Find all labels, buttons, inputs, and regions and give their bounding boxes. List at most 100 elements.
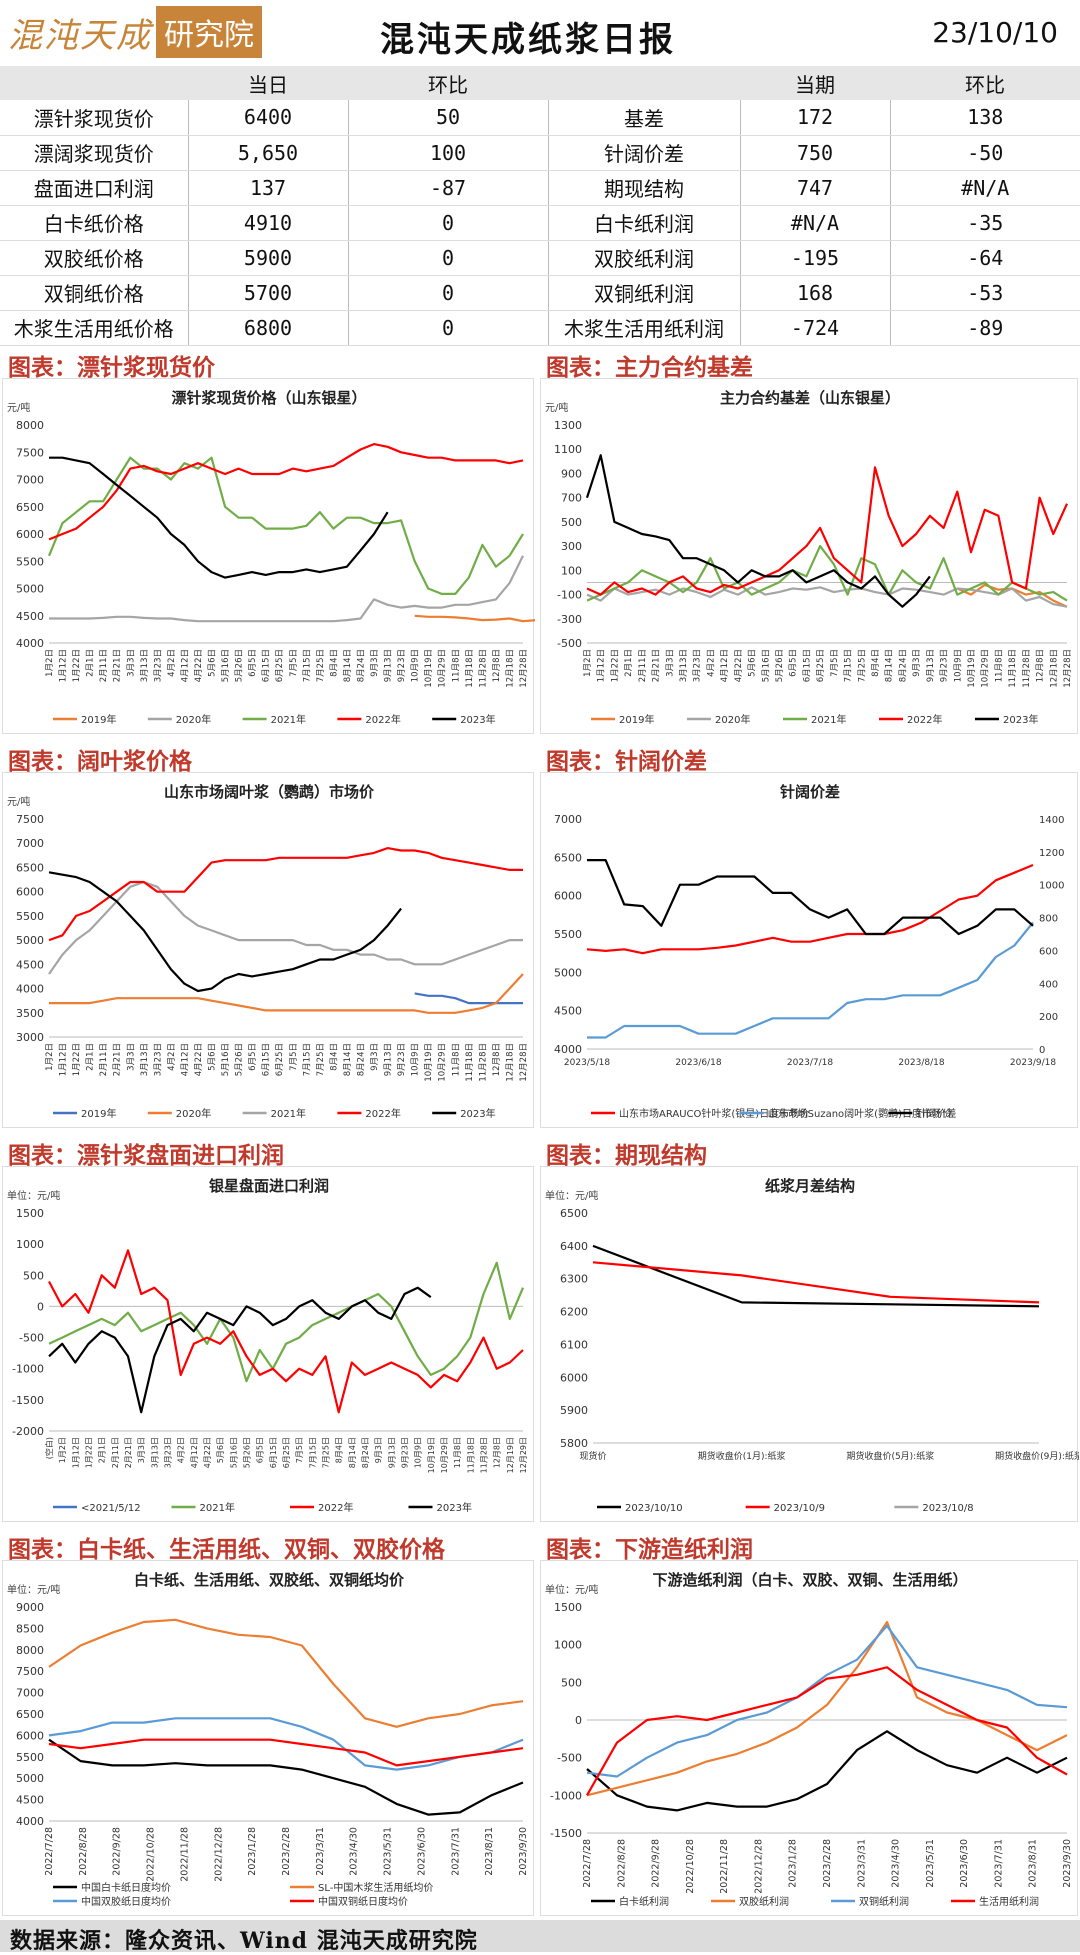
x-tick-label: 5月6日 <box>216 1437 225 1463</box>
legend-label: 2020年 <box>176 713 211 726</box>
chart-panel-4: 针阔价差 4000 4500 5000 5500 6000 6500 7000 0 200 400 6… <box>540 772 1078 1128</box>
table-cell: 白卡纸价格 <box>0 205 189 241</box>
x-tick-label: 2022/11/28 <box>179 1827 190 1882</box>
series-line-中国双铜纸日度均价 <box>48 1738 524 1767</box>
x-tick-label: 2月11日 <box>99 1043 109 1076</box>
x-tick-label: 2022/10/28 <box>685 1839 696 1894</box>
x-tick-label: 2023/5/31 <box>383 1827 394 1876</box>
x-tick-label: 9月23日 <box>401 1437 410 1468</box>
x-tick-label: 11月28日 <box>480 1437 489 1473</box>
x-tick-label: 1月22日 <box>85 1437 94 1468</box>
x-tick-label: 期货收盘价(5月):纸浆 <box>846 1450 934 1462</box>
legend-label: 2022年 <box>318 1501 353 1514</box>
legend-label: 2023年 <box>460 713 495 726</box>
y-tick-label: 7000 <box>16 1687 44 1700</box>
x-tick-label: 2023/9/30 <box>518 1827 529 1876</box>
table-cell: 4910 <box>188 205 349 241</box>
x-tick-label: 4月12日 <box>180 649 190 682</box>
legend-label: 2021年 <box>271 1107 306 1120</box>
y-axis-label: 单位：元/吨 <box>545 1583 598 1596</box>
table-cell: -724 <box>740 310 891 346</box>
x-tick-label: 7月15日 <box>302 1043 312 1076</box>
y2-tick-label: 600 <box>1039 946 1058 957</box>
y-axis-label: 单位：元/吨 <box>7 1189 60 1202</box>
y-tick-label: 4500 <box>554 1005 582 1018</box>
x-tick-label: 8月24日 <box>361 1437 370 1468</box>
table-header-cell: 环比 <box>348 66 548 100</box>
x-tick-label: 现货价 <box>579 1450 606 1462</box>
x-tick-label: 2022/9/28 <box>112 1827 123 1876</box>
x-tick-label: 2023/7/31 <box>993 1839 1004 1888</box>
x-tick-label: 8月14日 <box>348 1437 357 1468</box>
legend-label: 白卡纸利润 <box>619 1895 669 1908</box>
x-tick-label: 2023/4/30 <box>891 1839 902 1888</box>
y-tick-label: 1500 <box>16 1207 44 1220</box>
x-tick-label: 1月2日 <box>45 649 55 677</box>
table-cell: 双铜纸利润 <box>548 275 741 311</box>
x-tick-label: 1月12日 <box>59 649 69 682</box>
series-line-2021年 <box>48 1261 525 1383</box>
table-cell: -64 <box>890 240 1080 276</box>
y-tick-label: 7500 <box>16 813 44 826</box>
x-tick-label: 7月5日 <box>295 1437 304 1463</box>
legend-label: <2021/5/12 <box>81 1503 141 1514</box>
header: 混沌天成 研究院 混沌天成纸浆日报 23/10/10 <box>0 0 1080 66</box>
x-tick-label: 5月6日 <box>748 649 758 677</box>
y-tick-label: 6200 <box>560 1306 588 1319</box>
y-tick-label: -1500 <box>12 1394 44 1407</box>
y-tick-label: 4000 <box>16 983 44 996</box>
table-row: 双胶纸价格 5900 0 双胶纸利润 -195 -64 <box>0 240 1080 276</box>
table-cell: -35 <box>890 205 1080 241</box>
x-tick-label: 4月22日 <box>203 1437 212 1468</box>
legend-label: 2022年 <box>365 1107 400 1120</box>
x-tick-label: 8月4日 <box>329 1043 339 1071</box>
y-tick-label: 5000 <box>16 583 44 596</box>
table-cell: 747 <box>740 170 891 206</box>
x-tick-label: 2023/5/31 <box>925 1839 936 1888</box>
table-row: 双铜纸价格 5700 0 双铜纸利润 168 -53 <box>0 275 1080 311</box>
x-tick-label: 3月23日 <box>164 1437 173 1468</box>
table-cell: -87 <box>348 170 549 206</box>
chart-title: 主力合约基差（山东银星） <box>720 389 900 407</box>
y-tick-label: 3500 <box>16 1007 44 1020</box>
x-tick-label: 6月15日 <box>269 1437 278 1468</box>
legend-label: 2023年 <box>460 1107 495 1120</box>
y-tick-label: 6000 <box>16 528 44 541</box>
x-tick-label: 7月15日 <box>308 1437 317 1468</box>
x-tick-label: 期货收盘价(9月):纸浆 <box>995 1450 1079 1462</box>
x-tick-label: 12月19日 <box>506 1437 515 1473</box>
x-tick-label: 7月15日 <box>302 649 312 682</box>
key-indicators-table: 当日 环比 当期 环比 漂针浆现货价 6400 50 基差 172 138 漂阔浆现货价 5,650… <box>0 66 1080 346</box>
chart-basis: 主力合约基差（山东银星） 元/吨 -500 -300 -100 100 300 500 700 9… <box>545 389 1073 726</box>
y-tick-label: 6000 <box>560 1371 588 1384</box>
series-line-2022年 <box>48 1249 524 1414</box>
x-tick-label: 2月1日 <box>86 649 96 677</box>
legend-label: 生活用纸利润 <box>979 1895 1039 1908</box>
section-title-3: 图表：阔叶浆价格 <box>8 748 192 775</box>
series-line-2023年 <box>48 1286 432 1414</box>
chart-panel-5: 银星盘面进口利润 单位：元/吨 -2000 -1500 -1000 -500 0 500 100… <box>2 1166 534 1522</box>
x-tick-label: 6月15日 <box>802 649 812 682</box>
legend-label: 2023/10/8 <box>922 1503 973 1514</box>
chart-softwood-spot: 漂针浆现货价格（山东银星） 元/吨 4000 4500 5000 5500 6000 6500… <box>7 389 537 726</box>
x-tick-label: 9月3日 <box>374 1437 383 1463</box>
series-line-针阔价差 <box>587 858 1034 936</box>
y-tick-label: 1000 <box>554 1639 582 1652</box>
x-tick-label: 6月25日 <box>275 649 285 682</box>
chart-spread: 针阔价差 4000 4500 5000 5500 6000 6500 7000 0 200 400 6… <box>554 783 1064 1120</box>
x-tick-label: 3月13日 <box>679 649 689 682</box>
x-tick-label: 6月5日 <box>789 649 799 677</box>
y-tick-label: 1000 <box>16 1238 44 1251</box>
x-tick-label: 11月18日 <box>465 649 475 688</box>
x-tick-label: 10月19日 <box>424 1043 434 1082</box>
x-tick-label: 3月13日 <box>140 649 150 682</box>
x-tick-label: 3月13日 <box>150 1437 159 1468</box>
x-tick-label: 2023/7/18 <box>787 1058 833 1068</box>
chart-panel-2: 主力合约基差（山东银星） 元/吨 -500 -300 -100 100 300 500 700 9… <box>540 378 1078 734</box>
x-tick-label: 4月2日 <box>167 649 177 677</box>
y-tick-label: 100 <box>561 564 582 577</box>
y-tick-label: 5900 <box>560 1404 588 1417</box>
